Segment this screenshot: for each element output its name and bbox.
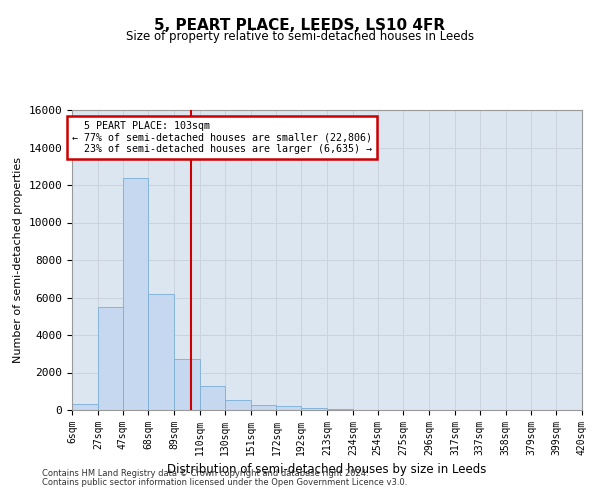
- Text: Size of property relative to semi-detached houses in Leeds: Size of property relative to semi-detach…: [126, 30, 474, 43]
- Bar: [327, 408, 353, 410]
- Bar: [277, 406, 301, 410]
- Text: Contains public sector information licensed under the Open Government Licence v3: Contains public sector information licen…: [42, 478, 407, 487]
- Bar: [251, 405, 277, 410]
- Bar: [301, 408, 327, 410]
- Text: 5 PEART PLACE: 103sqm
← 77% of semi-detached houses are smaller (22,806)
  23% o: 5 PEART PLACE: 103sqm ← 77% of semi-deta…: [72, 121, 372, 154]
- Bar: [122, 178, 148, 410]
- Bar: [174, 360, 200, 410]
- Bar: [72, 404, 98, 410]
- Bar: [148, 294, 174, 410]
- Bar: [98, 307, 122, 410]
- Text: Contains HM Land Registry data © Crown copyright and database right 2024.: Contains HM Land Registry data © Crown c…: [42, 469, 368, 478]
- Text: 5, PEART PLACE, LEEDS, LS10 4FR: 5, PEART PLACE, LEEDS, LS10 4FR: [154, 18, 446, 32]
- Bar: [200, 386, 225, 410]
- Bar: [225, 400, 251, 410]
- X-axis label: Distribution of semi-detached houses by size in Leeds: Distribution of semi-detached houses by …: [167, 464, 487, 476]
- Y-axis label: Number of semi-detached properties: Number of semi-detached properties: [13, 157, 23, 363]
